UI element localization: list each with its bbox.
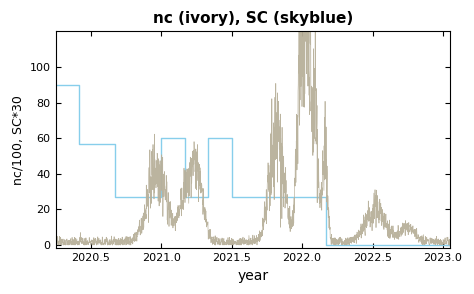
X-axis label: year: year	[237, 269, 268, 283]
Title: nc (ivory), SC (skyblue): nc (ivory), SC (skyblue)	[153, 11, 353, 26]
Y-axis label: nc/100, SC*30: nc/100, SC*30	[11, 95, 24, 185]
